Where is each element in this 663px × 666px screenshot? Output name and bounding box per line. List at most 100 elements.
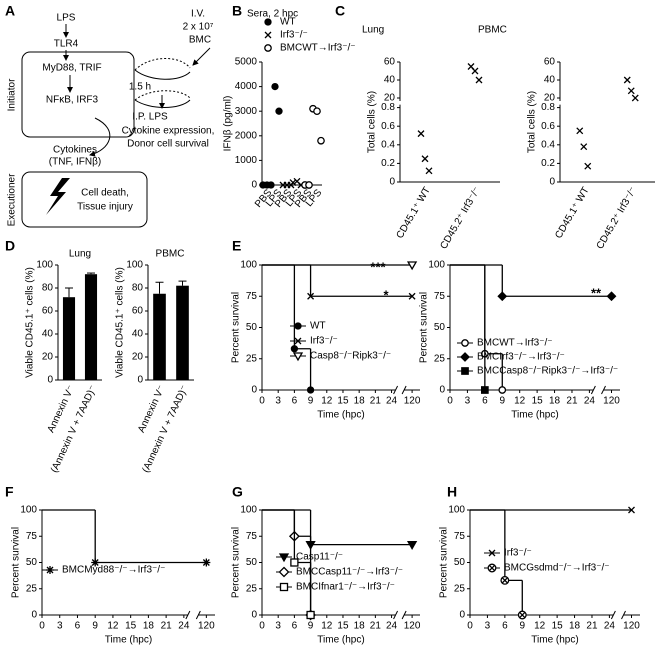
- data-point: [290, 558, 299, 567]
- y-tick-label: 50: [26, 557, 38, 568]
- node: LPS: [57, 13, 76, 24]
- axis-break: [393, 385, 399, 395]
- legend-label: WT: [280, 17, 296, 28]
- y-tick-label: 80: [132, 283, 144, 294]
- y-tick-label: 0: [137, 375, 143, 386]
- x-tick-label: 18: [354, 396, 366, 407]
- data-point: [500, 575, 510, 585]
- y-axis-title: Percent survival: [419, 292, 430, 363]
- x-axis-title: Time (hpc): [511, 410, 558, 421]
- x-tick-label: 18: [549, 396, 561, 407]
- y-tick-label: 0: [47, 375, 53, 386]
- y-tick-label: 60: [42, 306, 54, 317]
- x-tick-label: CD45.1⁺ WT: [553, 185, 591, 240]
- legend-marker: [294, 322, 302, 330]
- x-tick-label: 3: [465, 396, 471, 407]
- data-point: [306, 386, 315, 394]
- legend-marker: [461, 339, 469, 347]
- y-tick-label: 2000: [235, 130, 258, 141]
- data-point: [290, 345, 299, 353]
- data-point: [91, 558, 100, 567]
- y-axis-title: Total cells (%): [367, 91, 378, 153]
- x-tick-label: 18: [569, 621, 581, 632]
- x-tick-label: 24: [386, 396, 398, 407]
- chart-title: Lung: [69, 249, 91, 260]
- panel-label: D: [5, 238, 15, 254]
- legend-label: Irf3⁻/⁻: [504, 548, 532, 559]
- y-tick-label: 50: [434, 322, 446, 333]
- bar: [153, 293, 166, 380]
- y-tick-label: 0.2: [541, 158, 555, 169]
- node: (TNF, IFNβ): [49, 157, 101, 168]
- y-tick-label: 40: [544, 75, 556, 86]
- annotation: ***: [370, 259, 386, 274]
- y-tick-label: 40: [42, 329, 54, 340]
- node: MyD88, TRIF: [42, 63, 101, 74]
- legend-marker: [460, 352, 470, 362]
- y-tick-label: 50: [246, 557, 258, 568]
- y-tick-label: 0: [459, 610, 465, 621]
- x-tick-label: 21: [161, 621, 173, 632]
- legend-label: BMCIrf3⁻/⁻→Irf3⁻/⁻: [477, 352, 565, 363]
- stage-label: Initiator: [7, 78, 18, 111]
- x-tick-label: 3: [275, 396, 281, 407]
- x-axis-title: Time (hpc): [105, 635, 152, 646]
- x-tick-label: 9: [92, 621, 98, 632]
- x-tick-label: 9: [499, 396, 505, 407]
- y-tick-label: 60: [544, 57, 556, 68]
- x-axis-title: Time (hpc): [317, 410, 364, 421]
- bar: [176, 285, 189, 380]
- x-tick-label: 12: [321, 621, 333, 632]
- y-axis-title: Percent survival: [11, 527, 22, 598]
- y-tick-label: 0: [251, 180, 257, 191]
- x-tick-label: 15: [125, 621, 137, 632]
- x-tick-label: CD45.2⁺ Irf3⁻/⁻: [438, 185, 482, 251]
- data-point: [481, 386, 489, 394]
- y-tick-label: 75: [246, 291, 258, 302]
- timeline-arc: [134, 58, 191, 71]
- data-point: [313, 107, 321, 116]
- x-tick-label: 0: [447, 396, 453, 407]
- data-point: [471, 67, 479, 75]
- arrow: [89, 117, 111, 157]
- data-point: [425, 167, 433, 175]
- annotation: *: [383, 287, 389, 302]
- y-tick-label: 0: [549, 177, 555, 188]
- legend-marker: [292, 352, 304, 362]
- y-axis-title: Viable CD45.1⁺ cells (%): [115, 267, 126, 378]
- x-tick-label: 15: [532, 396, 544, 407]
- axis-break: [601, 385, 606, 395]
- x-tick-label: 24: [604, 621, 616, 632]
- timeline-arc: [134, 69, 191, 80]
- axis-break: [393, 610, 399, 620]
- chart-title: Lung: [362, 25, 384, 36]
- y-tick-label: 0.4: [541, 139, 555, 150]
- data-point: [275, 107, 283, 115]
- data-point: [606, 291, 617, 302]
- y-tick-label: 100: [240, 260, 257, 271]
- data-point: [497, 291, 508, 302]
- x-tick-label: 3: [485, 621, 491, 632]
- x-tick-label: 120: [404, 396, 421, 407]
- x-tick-label: 21: [586, 621, 598, 632]
- x-tick-label: 12: [534, 621, 546, 632]
- y-axis-title: Total cells (%): [527, 91, 538, 153]
- y-tick-label: 100: [36, 260, 53, 271]
- x-tick-label: 15: [552, 621, 564, 632]
- x-tick-label: 21: [370, 396, 382, 407]
- x-tick-label: 12: [321, 396, 333, 407]
- legend-label: BMCWT→Irf3⁻/⁻: [280, 43, 356, 54]
- x-tick-label: 0: [259, 621, 265, 632]
- data-point: [576, 127, 584, 135]
- y-tick-label: 40: [132, 329, 144, 340]
- x-tick-label: 24: [386, 621, 398, 632]
- stage-label: Executioner: [7, 173, 18, 226]
- data-point: [406, 541, 418, 550]
- x-tick-label: 24: [178, 621, 190, 632]
- x-tick-label: 12: [514, 396, 526, 407]
- node: I.V.: [191, 9, 205, 20]
- y-tick-label: 20: [384, 93, 396, 104]
- x-tick-label: 18: [143, 621, 155, 632]
- x-tick-label: 120: [198, 621, 215, 632]
